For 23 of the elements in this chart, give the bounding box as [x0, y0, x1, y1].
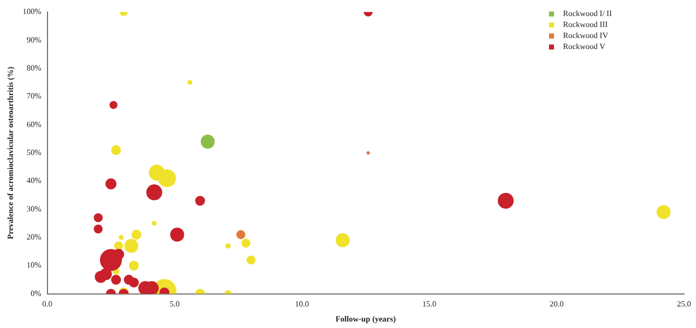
y-axis-title: Prevalence of acromioclavicular osteoarthritis (%) [6, 66, 15, 240]
y-tick-label: 90% [26, 35, 42, 44]
x-tick-label: 0.0 [42, 300, 52, 309]
legend-label: Rockwood IV [563, 31, 608, 40]
x-axis-title: Follow-up (years) [336, 314, 396, 324]
y-tick-label: 60% [26, 120, 42, 129]
y-tick-label: 10% [26, 260, 42, 270]
legend-label: Rockwood III [563, 20, 608, 30]
x-tick-label: 20.0 [550, 300, 564, 309]
x-tick-label: 5.0 [170, 300, 180, 309]
y-tick-label: 20% [26, 232, 42, 242]
legend-label: Rockwood I/ II [563, 9, 612, 18]
y-tick-label: 50% [26, 148, 42, 157]
y-tick-label: 30% [26, 204, 42, 214]
y-tick-label: 100% [22, 7, 42, 16]
x-tick-label: 15.0 [422, 300, 436, 309]
x-tick-label: 25.0 [677, 300, 691, 309]
y-tick-label: 0% [30, 288, 42, 298]
legend-label: Rockwood V [563, 42, 606, 52]
y-tick-label: 80% [26, 63, 42, 72]
y-tick-label: 40% [26, 176, 42, 186]
y-tick-label: 70% [26, 92, 42, 101]
x-tick-label: 10.0 [294, 300, 309, 309]
